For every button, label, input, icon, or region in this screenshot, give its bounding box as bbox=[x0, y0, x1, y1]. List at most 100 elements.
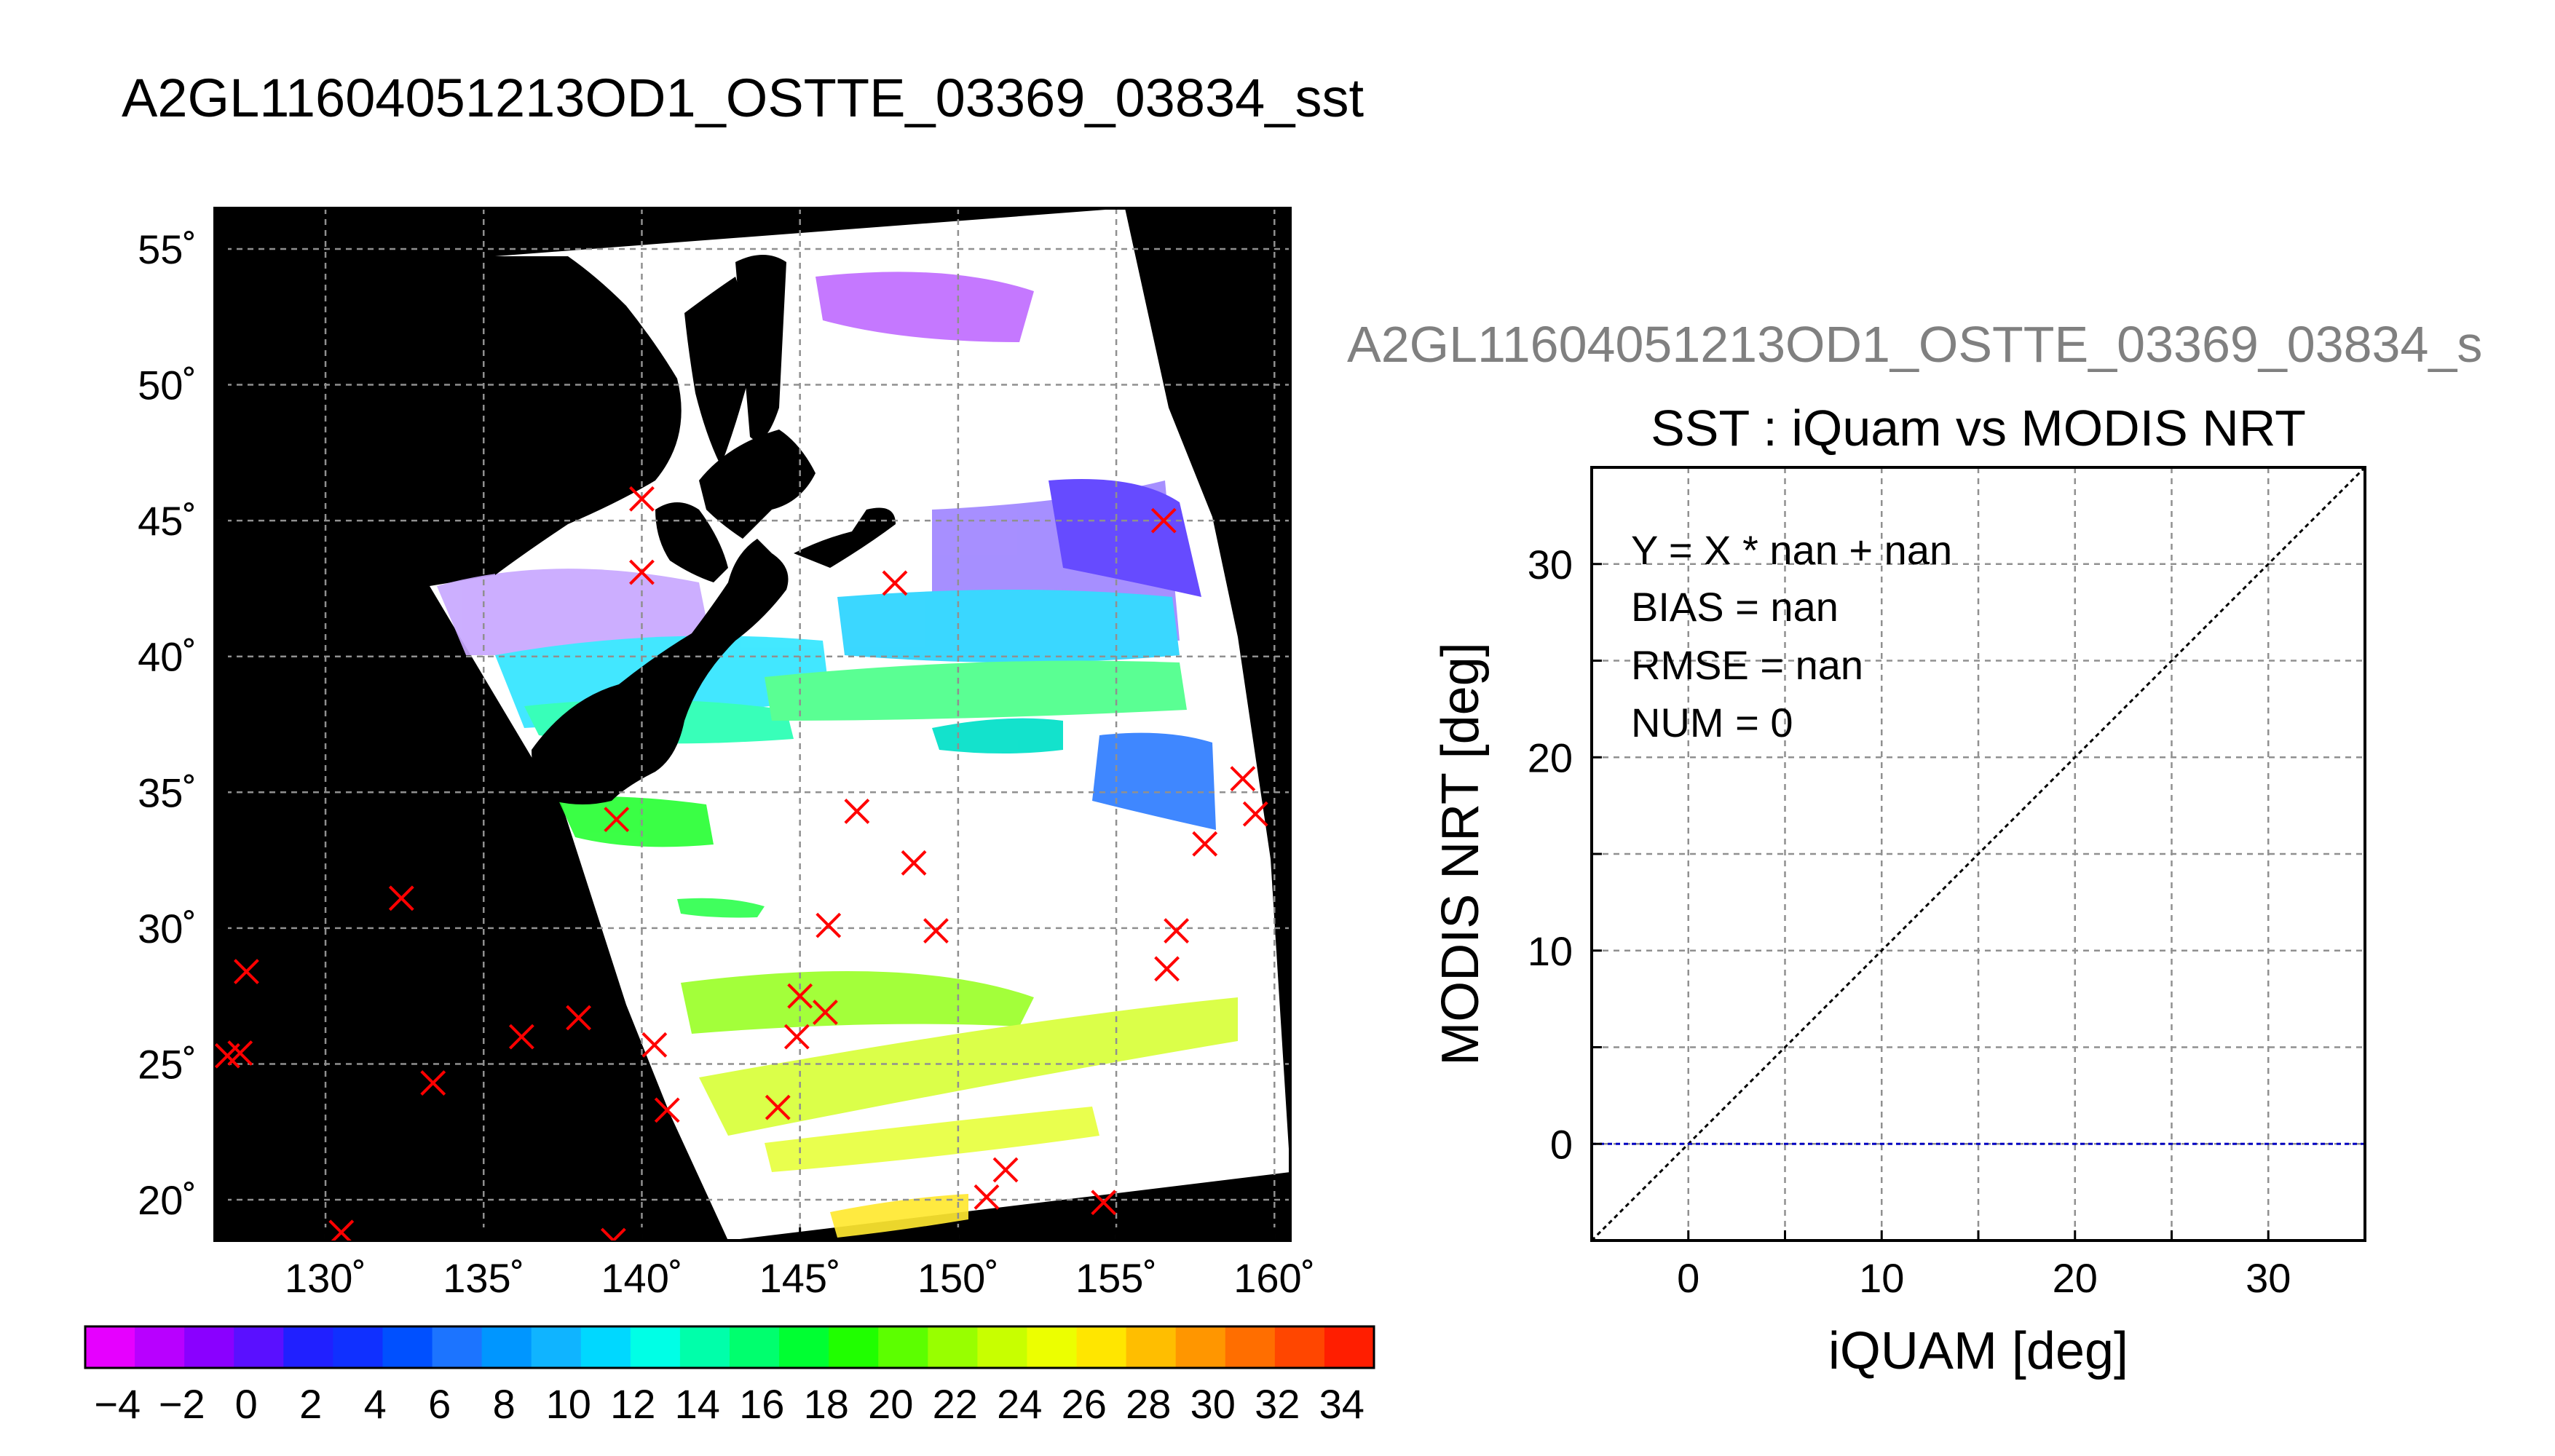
map-tick-label-y: 25˚ bbox=[138, 1041, 197, 1087]
colorbar-tick-label: 8 bbox=[493, 1381, 516, 1427]
colorbar-tick-label: 4 bbox=[364, 1381, 387, 1427]
obs-marker bbox=[882, 570, 908, 596]
scatter-title: SST : iQuam vs MODIS NRT bbox=[1651, 400, 2306, 456]
colorbar-tick-label: 0 bbox=[235, 1381, 258, 1427]
obs-marker bbox=[813, 1000, 838, 1025]
colorbar-cell bbox=[829, 1326, 879, 1368]
obs-marker bbox=[1091, 1190, 1117, 1216]
colorbar-tick-label: 34 bbox=[1319, 1381, 1365, 1427]
colorbar-tick-label: 28 bbox=[1126, 1381, 1171, 1427]
map-tick-label-x: 160˚ bbox=[1233, 1255, 1315, 1301]
colorbar-cell bbox=[184, 1326, 234, 1368]
colorbar-cell bbox=[630, 1326, 681, 1368]
map-panel: 130˚ 135˚ 140˚ 145˚ 150˚ 155˚ 160˚ 20˚ 25˚ 30˚ 35˚… bbox=[138, 207, 1315, 1301]
colorbar-tick-label: −2 bbox=[159, 1381, 205, 1427]
map-ticks: 130˚ 135˚ 140˚ 145˚ 150˚ 155˚ 160˚ 20˚ 25˚ 30˚ 35˚… bbox=[138, 226, 1315, 1301]
scatter-tick-label-x: 30 bbox=[2246, 1255, 2291, 1301]
obs-marker bbox=[420, 1070, 446, 1096]
map-tick-label-y: 20˚ bbox=[138, 1177, 197, 1223]
obs-marker bbox=[923, 918, 949, 944]
obs-marker bbox=[629, 559, 655, 585]
colorbar-frame bbox=[84, 1325, 1375, 1369]
colorbar-cell bbox=[333, 1326, 384, 1368]
obs-marker bbox=[654, 1097, 680, 1123]
colorbar-tick-label: 16 bbox=[739, 1381, 784, 1427]
colorbar-tick-label: 10 bbox=[546, 1381, 591, 1427]
one-to-one-line bbox=[1592, 467, 2365, 1241]
obs-marker bbox=[600, 1227, 626, 1241]
colorbar-tick-label: 26 bbox=[1062, 1381, 1107, 1427]
colorbar-tick-label: 12 bbox=[610, 1381, 655, 1427]
obs-marker bbox=[227, 1040, 253, 1066]
map-tick-label-x: 150˚ bbox=[917, 1255, 999, 1301]
scatter-tick-label-y: 20 bbox=[1528, 735, 1573, 780]
obs-marker bbox=[328, 1219, 355, 1241]
map-gridlines bbox=[215, 208, 1290, 1241]
land-mask bbox=[390, 255, 896, 804]
colorbar-tick-label: 14 bbox=[675, 1381, 720, 1427]
scatter-subtitle: A2GL11604051213OD1_OSTTE_03369_03834_s bbox=[1347, 316, 2482, 373]
map-tick-label-y: 45˚ bbox=[138, 498, 197, 544]
scatter-tick-label-y: 0 bbox=[1550, 1121, 1573, 1167]
colorbar-tick-label: 2 bbox=[299, 1381, 322, 1427]
obs-marker bbox=[641, 1032, 668, 1058]
colorbar-cell bbox=[1076, 1326, 1127, 1368]
obs-marker bbox=[629, 486, 655, 512]
scatter-tick-label-y: 10 bbox=[1528, 928, 1573, 974]
stats-block: Y = X * nan + nan BIAS = nan RMSE = nan … bbox=[1631, 527, 1952, 745]
obs-marker bbox=[1242, 801, 1268, 827]
scatter-tick-label-x: 10 bbox=[1859, 1255, 1904, 1301]
colorbar-cell bbox=[1274, 1326, 1325, 1368]
colorbar-cell bbox=[481, 1326, 532, 1368]
scatter-tick-label-x: 20 bbox=[2053, 1255, 2098, 1301]
obs-marker bbox=[844, 798, 870, 824]
map-tick-label-y: 40˚ bbox=[138, 634, 197, 680]
colorbar-cell bbox=[779, 1326, 829, 1368]
colorbar-labels: −4 −2 0 2 4 6 8 10 12 14 16 18 20 22 24 26 28 30 32 34 bbox=[94, 1381, 1365, 1427]
scatter-panel: A2GL11604051213OD1_OSTTE_03369_03834_s S… bbox=[1347, 316, 2482, 1380]
scatter-tick-label-x: 0 bbox=[1677, 1255, 1699, 1301]
obs-marker bbox=[816, 912, 842, 938]
colorbar-cell bbox=[382, 1326, 433, 1368]
colorbar-cell bbox=[1027, 1326, 1078, 1368]
map-tick-label-x: 145˚ bbox=[759, 1255, 841, 1301]
map-tick-label-y: 55˚ bbox=[138, 226, 197, 272]
colorbar-tick-label: 18 bbox=[804, 1381, 849, 1427]
obs-marker bbox=[783, 1024, 810, 1050]
obs-marker bbox=[1164, 918, 1190, 944]
colorbar-tick-label: 20 bbox=[868, 1381, 913, 1427]
map-tick-label-y: 30˚ bbox=[138, 906, 197, 951]
map-tick-label-y: 50˚ bbox=[138, 363, 197, 408]
scatter-ticks: 0 10 20 30 0 10 20 30 bbox=[1528, 542, 2291, 1301]
map-tick-label-x: 140˚ bbox=[601, 1255, 682, 1301]
main-title: A2GL11604051213OD1_OSTTE_03369_03834_sst bbox=[122, 68, 1364, 128]
colorbar-cell bbox=[977, 1326, 1028, 1368]
obs-marker bbox=[992, 1157, 1019, 1183]
obs-marker bbox=[1154, 956, 1180, 982]
stats-num: NUM = 0 bbox=[1631, 700, 1793, 745]
map-tick-label-x: 155˚ bbox=[1075, 1255, 1157, 1301]
colorbar-cell bbox=[531, 1326, 582, 1368]
colorbar-cells bbox=[85, 1326, 1375, 1368]
colorbar-cell bbox=[135, 1326, 185, 1368]
colorbar-cell bbox=[1175, 1326, 1226, 1368]
colorbar-tick-label: 24 bbox=[997, 1381, 1042, 1427]
colorbar-cell bbox=[730, 1326, 780, 1368]
map-markers bbox=[215, 486, 1268, 1241]
colorbar-cell bbox=[1225, 1326, 1276, 1368]
obs-marker bbox=[604, 807, 630, 833]
obs-marker bbox=[1192, 831, 1218, 857]
stats-bias: BIAS = nan bbox=[1631, 584, 1839, 630]
colorbar-cell bbox=[1324, 1326, 1375, 1368]
colorbar-cell bbox=[580, 1326, 631, 1368]
colorbar-cell bbox=[1126, 1326, 1177, 1368]
obs-marker bbox=[1230, 766, 1256, 792]
colorbar-cell bbox=[283, 1326, 333, 1368]
obs-marker bbox=[508, 1024, 534, 1050]
obs-marker bbox=[388, 885, 414, 911]
colorbar-cell bbox=[679, 1326, 730, 1368]
scatter-tick-label-y: 30 bbox=[1528, 542, 1573, 587]
obs-marker bbox=[901, 850, 927, 876]
obs-marker bbox=[1150, 507, 1177, 534]
colorbar-tick-label: 22 bbox=[933, 1381, 978, 1427]
